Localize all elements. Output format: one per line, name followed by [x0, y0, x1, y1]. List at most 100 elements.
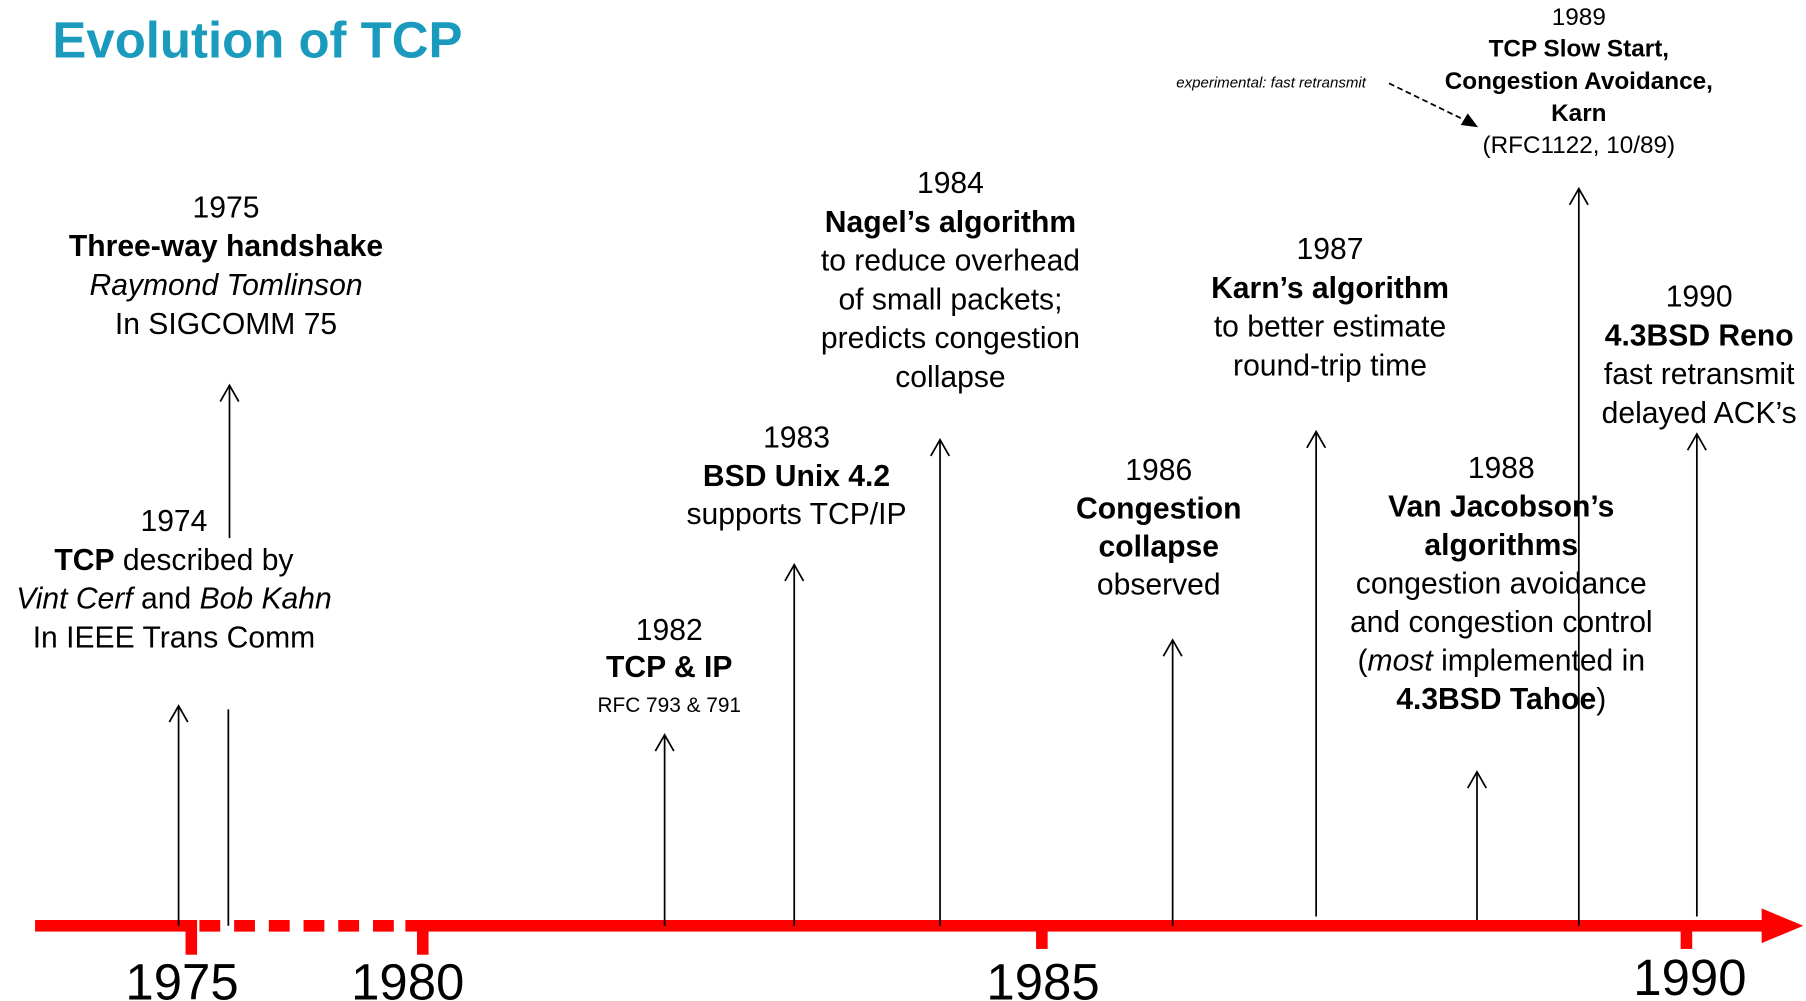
event-line: supports TCP/IP: [686, 498, 906, 531]
text-segment: In SIGCOMM 75: [115, 308, 337, 341]
event: 1986 Congestion collapse observed: [1076, 454, 1241, 602]
text-segment: delayed ACK’s: [1602, 397, 1797, 430]
event-line: Raymond Tomlinson: [89, 269, 362, 302]
event-arrowhead: [654, 733, 675, 752]
text-segment: round-trip time: [1233, 349, 1427, 382]
event-line: TCP described by: [54, 544, 293, 577]
text-segment: TCP: [54, 544, 114, 577]
event-arrowhead: [219, 383, 240, 402]
event-arrowhead: [1466, 770, 1487, 789]
text-segment: predicts congestion: [821, 322, 1080, 355]
text-segment: to reduce overhead: [821, 245, 1080, 278]
axis-label: 1980: [351, 953, 464, 1001]
event-line: Van Jacobson’s: [1388, 490, 1614, 523]
event-line: to better estimate: [1214, 311, 1446, 344]
event-arrowhead: [1568, 186, 1589, 206]
event: 1984 Nagel’s algorithm to reduce overhead o…: [821, 167, 1080, 394]
event-arrowhead: [1686, 432, 1707, 451]
text-segment: In IEEE Trans Comm: [33, 621, 315, 654]
axis-label: 1990: [1633, 949, 1746, 1001]
event-line: Karn’s algorithm: [1211, 272, 1449, 305]
event-year: 1988: [1468, 452, 1535, 485]
timeline-tick: [1036, 919, 1048, 949]
note: experimental: fast retransmit: [1176, 74, 1366, 91]
event-line: BSD Unix 4.2: [703, 460, 890, 493]
event-line: delayed ACK’s: [1602, 397, 1797, 430]
event-year: 1974: [140, 505, 207, 538]
event-line: fast retransmit: [1604, 358, 1795, 391]
text-segment: fast retransmit: [1604, 358, 1795, 391]
event-line: (most implemented in: [1358, 644, 1646, 677]
text-segment: and congestion control: [1350, 606, 1653, 639]
text-segment: and: [133, 583, 200, 616]
timeline: [35, 908, 1804, 955]
axis-label: 1975: [125, 953, 238, 1001]
text-segment: Three-way handshake: [69, 230, 383, 263]
event-line: and congestion control: [1350, 606, 1653, 639]
timeline-bar: [405, 919, 1771, 932]
event-line: to reduce overhead: [821, 245, 1080, 278]
text-segment: TCP Slow Start,: [1489, 36, 1669, 63]
text-segment: Karn: [1551, 100, 1606, 127]
text-segment: collapse: [1099, 530, 1219, 563]
text-segment: Vint Cerf: [16, 583, 135, 616]
event-line: Three-way handshake: [69, 230, 383, 263]
event-line: Congestion: [1076, 492, 1241, 525]
text-segment: ): [1596, 683, 1606, 716]
event-year: 1975: [193, 191, 260, 224]
note-arrowhead: [1460, 113, 1479, 128]
text-segment: Bob Kahn: [200, 583, 332, 616]
axis-label: 1985: [986, 953, 1099, 1001]
event-line: of small packets;: [838, 283, 1062, 316]
event-line: Karn: [1551, 100, 1606, 127]
text-segment: BSD Unix 4.2: [703, 460, 890, 493]
timeline-bar: [35, 919, 195, 932]
event-year: 1984: [917, 167, 984, 200]
text-segment: Nagel’s algorithm: [825, 206, 1076, 239]
event-year: 1990: [1666, 281, 1733, 314]
event-line: (RFC1122, 10/89): [1482, 133, 1675, 160]
event-line: Congestion Avoidance,: [1445, 68, 1713, 95]
text-segment: TCP & IP: [606, 651, 732, 684]
event: 1974 TCP described by Vint Cerf and Bob Ka…: [16, 505, 331, 654]
event: 1989 TCP Slow Start, Congestion Avoidance,…: [1445, 4, 1713, 160]
event-line: observed: [1097, 569, 1221, 602]
event-line: Nagel’s algorithm: [825, 206, 1076, 239]
event: 1990 4.3BSD Reno fast retransmit delayed AC…: [1602, 281, 1797, 430]
text-segment: to better estimate: [1214, 311, 1446, 344]
event-line: congestion avoidance: [1356, 567, 1647, 600]
event-line: TCP Slow Start,: [1489, 36, 1669, 63]
text-segment: of small packets;: [838, 283, 1062, 316]
event-line: 4.3BSD Reno: [1605, 319, 1794, 352]
event-arrowhead: [784, 562, 805, 582]
event-line: algorithms: [1424, 529, 1578, 562]
text-segment: congestion avoidance: [1356, 567, 1647, 600]
event: 1975 Three-way handshake Raymond Tomlinson…: [69, 191, 383, 340]
text-segment: Congestion: [1076, 492, 1241, 525]
text-segment: Karn’s algorithm: [1211, 272, 1449, 305]
text-segment: RFC 793 & 791: [597, 693, 741, 716]
event-arrowhead: [1306, 429, 1327, 449]
text-segment: 4.3BSD Tahoe: [1396, 683, 1596, 716]
text-segment: implemented in: [1433, 644, 1645, 677]
event: 1983 BSD Unix 4.2 supports TCP/IP: [686, 422, 906, 531]
event-line: 4.3BSD Tahoe): [1396, 683, 1606, 716]
text-segment: (: [1358, 644, 1368, 677]
event-line: In IEEE Trans Comm: [33, 621, 315, 654]
text-segment: supports TCP/IP: [686, 498, 906, 531]
note-arrow: [1388, 82, 1471, 124]
event-arrowhead: [930, 437, 951, 457]
timeline-tick: [416, 919, 429, 955]
timeline-arrowhead: [1761, 908, 1804, 944]
event-year: 1983: [763, 422, 830, 455]
text-segment: (RFC1122, 10/89): [1482, 133, 1675, 160]
text-segment: 4.3BSD Reno: [1605, 319, 1794, 352]
event: 1988 Van Jacobson’s algorithms congestion a…: [1350, 452, 1653, 716]
event-line: round-trip time: [1233, 349, 1427, 382]
text-segment: observed: [1097, 569, 1221, 602]
event: 1987 Karn’s algorithm to better estimate ro…: [1211, 233, 1449, 382]
text-segment: algorithms: [1424, 529, 1578, 562]
event-line: TCP & IP: [606, 651, 732, 684]
event-arrowhead: [1162, 638, 1183, 657]
